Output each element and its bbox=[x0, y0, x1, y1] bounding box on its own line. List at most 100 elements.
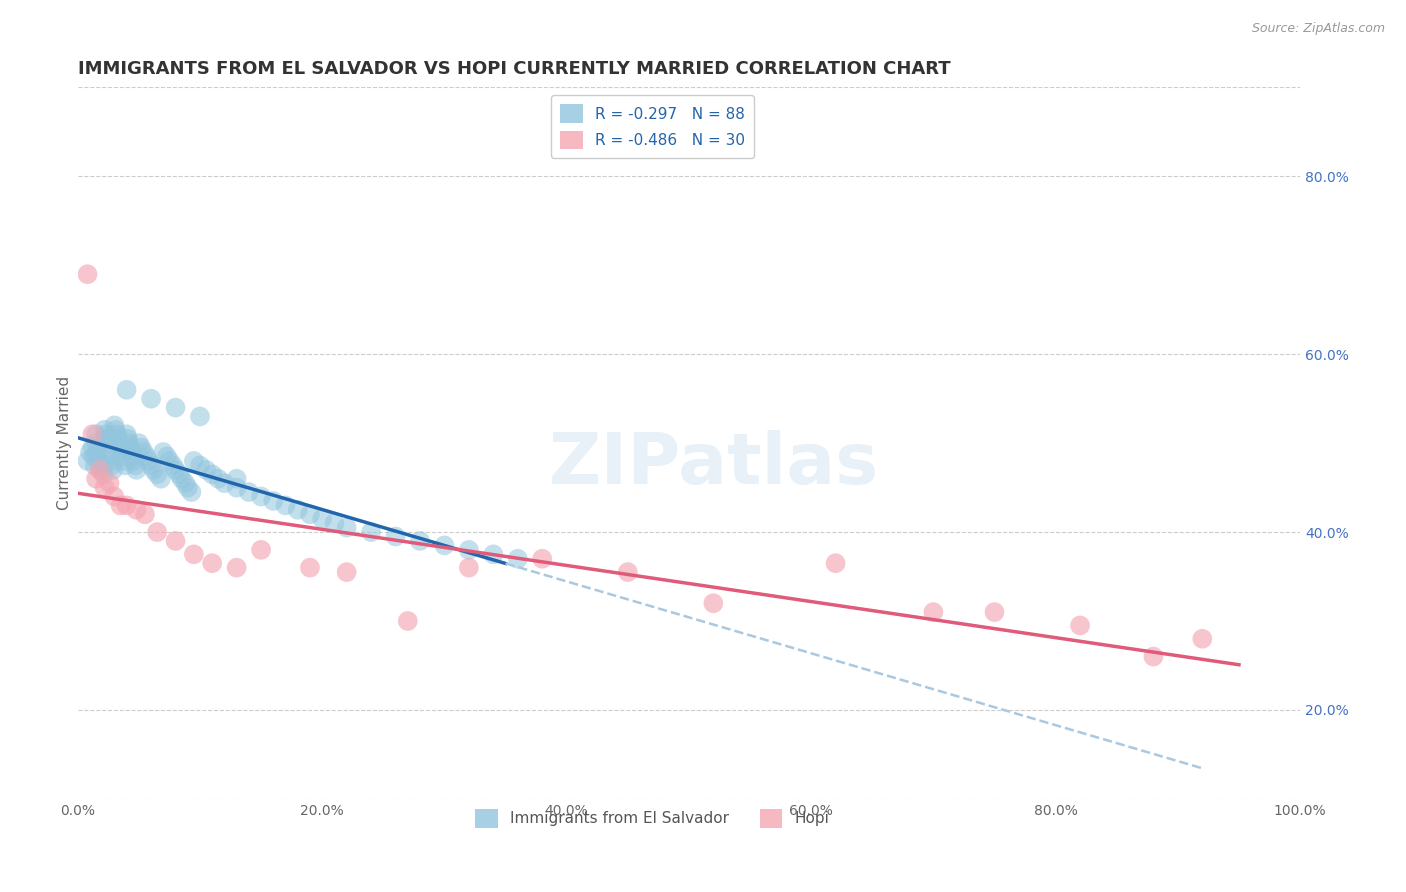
Point bbox=[433, 538, 456, 552]
Point bbox=[86, 445, 108, 459]
Point bbox=[824, 556, 846, 570]
Point bbox=[139, 392, 162, 406]
Point bbox=[132, 445, 155, 459]
Point bbox=[105, 427, 128, 442]
Point bbox=[84, 472, 107, 486]
Point bbox=[180, 485, 202, 500]
Point bbox=[121, 445, 143, 459]
Point bbox=[336, 565, 359, 579]
Point bbox=[93, 467, 115, 482]
Point bbox=[98, 476, 121, 491]
Point bbox=[91, 463, 114, 477]
Point bbox=[183, 547, 205, 561]
Point bbox=[117, 432, 139, 446]
Point bbox=[238, 485, 260, 500]
Point bbox=[135, 450, 157, 464]
Point bbox=[170, 472, 193, 486]
Point bbox=[983, 605, 1005, 619]
Point bbox=[188, 458, 211, 473]
Point bbox=[100, 454, 122, 468]
Point bbox=[97, 436, 120, 450]
Point bbox=[93, 423, 115, 437]
Point bbox=[94, 427, 117, 442]
Point bbox=[274, 499, 297, 513]
Point bbox=[134, 508, 156, 522]
Point bbox=[157, 454, 180, 468]
Point bbox=[165, 401, 187, 415]
Point bbox=[146, 467, 169, 482]
Point bbox=[262, 494, 284, 508]
Point bbox=[384, 529, 406, 543]
Point bbox=[76, 454, 98, 468]
Point bbox=[396, 614, 419, 628]
Point bbox=[139, 458, 162, 473]
Point bbox=[107, 432, 129, 446]
Point bbox=[110, 441, 132, 455]
Point bbox=[97, 445, 120, 459]
Point bbox=[114, 458, 136, 473]
Point bbox=[149, 472, 172, 486]
Point bbox=[156, 450, 179, 464]
Point bbox=[98, 450, 121, 464]
Point bbox=[103, 418, 125, 433]
Point bbox=[506, 551, 529, 566]
Point bbox=[83, 450, 105, 464]
Point bbox=[225, 560, 247, 574]
Point bbox=[702, 596, 724, 610]
Point bbox=[167, 467, 190, 482]
Point bbox=[142, 463, 165, 477]
Point bbox=[311, 512, 333, 526]
Point bbox=[110, 499, 132, 513]
Text: ZIPatlas: ZIPatlas bbox=[548, 430, 879, 499]
Point bbox=[115, 383, 138, 397]
Point bbox=[128, 436, 150, 450]
Point bbox=[121, 450, 143, 464]
Point bbox=[177, 481, 200, 495]
Point bbox=[1069, 618, 1091, 632]
Point bbox=[207, 472, 229, 486]
Point bbox=[103, 490, 125, 504]
Point bbox=[617, 565, 640, 579]
Point bbox=[250, 542, 273, 557]
Point bbox=[111, 450, 134, 464]
Point bbox=[93, 481, 115, 495]
Point bbox=[201, 467, 224, 482]
Point bbox=[84, 427, 107, 442]
Point bbox=[409, 533, 432, 548]
Point bbox=[79, 445, 101, 459]
Point bbox=[83, 458, 105, 473]
Point bbox=[82, 441, 104, 455]
Point bbox=[89, 458, 111, 473]
Point bbox=[1142, 649, 1164, 664]
Point bbox=[125, 503, 148, 517]
Point bbox=[360, 524, 382, 539]
Point bbox=[112, 454, 135, 468]
Point bbox=[87, 454, 110, 468]
Point bbox=[457, 560, 479, 574]
Point bbox=[101, 458, 124, 473]
Point bbox=[89, 463, 111, 477]
Point bbox=[298, 560, 321, 574]
Point bbox=[250, 490, 273, 504]
Point bbox=[165, 463, 187, 477]
Point bbox=[103, 463, 125, 477]
Point bbox=[287, 503, 309, 517]
Point bbox=[165, 533, 187, 548]
Point bbox=[298, 508, 321, 522]
Point bbox=[118, 436, 141, 450]
Point bbox=[195, 463, 218, 477]
Point bbox=[146, 524, 169, 539]
Point bbox=[129, 441, 152, 455]
Text: Source: ZipAtlas.com: Source: ZipAtlas.com bbox=[1251, 22, 1385, 36]
Point bbox=[104, 423, 127, 437]
Point bbox=[336, 521, 359, 535]
Point bbox=[188, 409, 211, 424]
Point bbox=[531, 551, 554, 566]
Point bbox=[214, 476, 236, 491]
Point bbox=[76, 267, 98, 281]
Text: IMMIGRANTS FROM EL SALVADOR VS HOPI CURRENTLY MARRIED CORRELATION CHART: IMMIGRANTS FROM EL SALVADOR VS HOPI CURR… bbox=[77, 60, 950, 78]
Point bbox=[96, 432, 118, 446]
Point bbox=[120, 441, 142, 455]
Point bbox=[124, 458, 146, 473]
Legend: Immigrants from El Salvador, Hopi: Immigrants from El Salvador, Hopi bbox=[468, 803, 835, 834]
